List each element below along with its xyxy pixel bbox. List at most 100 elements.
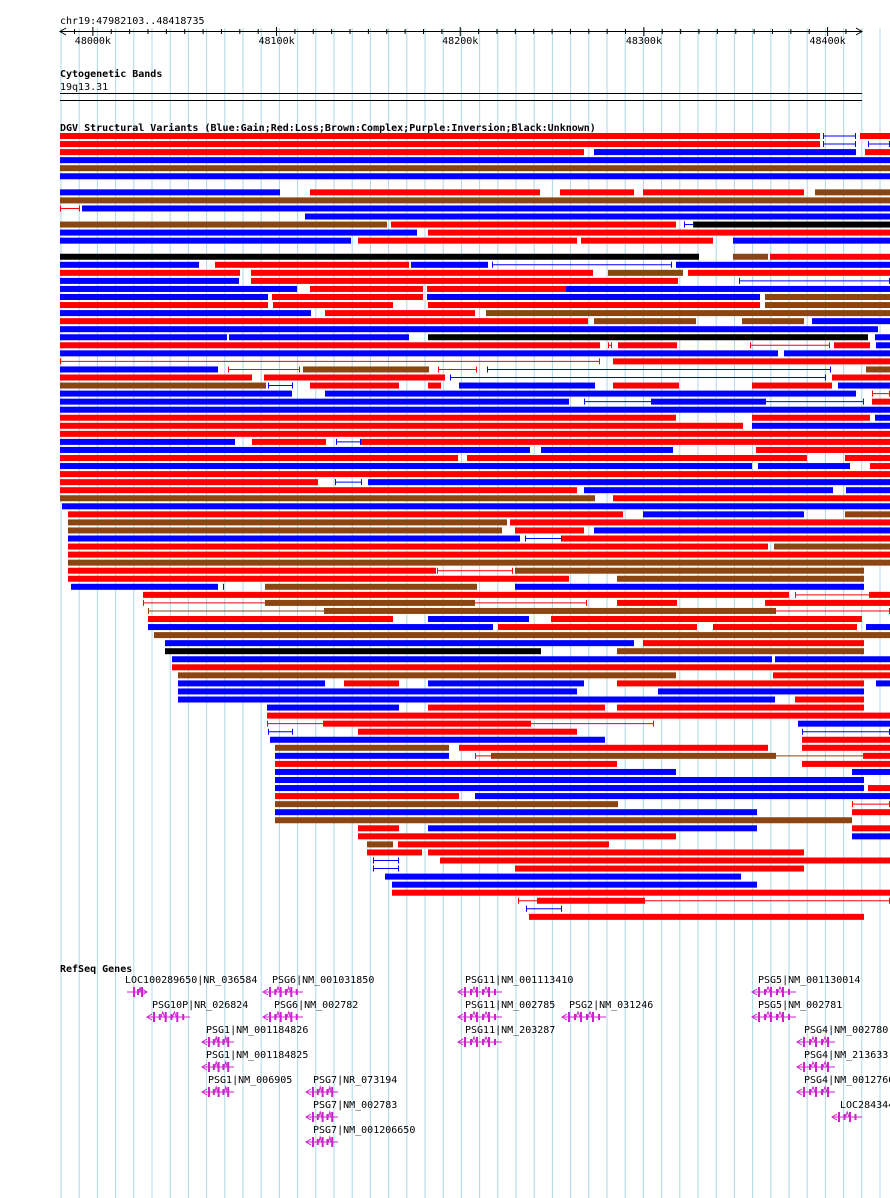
structural-variant-link[interactable] [475,752,492,759]
structural-variant-bar[interactable] [275,752,449,759]
structural-variant-bar[interactable] [428,334,868,341]
structural-variant-bar[interactable] [866,624,890,631]
structural-variant-bar[interactable] [275,785,864,792]
structural-variant-bar[interactable] [618,342,677,349]
structural-variant-bar[interactable] [852,809,890,816]
structural-variant-bar[interactable] [275,777,864,783]
structural-variant-bar[interactable] [62,503,890,510]
structural-variant-link[interactable] [487,366,831,373]
structural-variant-bar[interactable] [391,221,676,228]
structural-variant-bar[interactable] [652,398,765,405]
structural-variant-link[interactable] [868,141,890,148]
structural-variant-bar[interactable] [566,285,890,292]
structural-variant-bar[interactable] [617,704,864,711]
structural-variant-bar[interactable] [515,567,864,574]
structural-variant-bar[interactable] [594,318,696,325]
structural-variant-bar[interactable] [275,768,676,775]
structural-variant-bar[interactable] [658,688,864,695]
structural-variant-bar[interactable] [428,825,757,832]
structural-variant-bar[interactable] [798,720,890,727]
structural-variant-bar[interactable] [267,704,399,711]
gene-feature[interactable]: PSG1|NM_006905 [201,1075,292,1097]
structural-variant-bar[interactable] [613,358,890,365]
structural-variant-link[interactable] [775,752,864,759]
structural-variant-bar[interactable] [392,889,890,896]
structural-variant-bar[interactable] [475,793,890,800]
structural-variant-link[interactable] [750,342,830,349]
structural-variant-bar[interactable] [784,350,890,357]
structural-variant-link[interactable] [530,720,654,727]
structural-variant-bar[interactable] [733,237,890,244]
structural-variant-bar[interactable] [876,680,890,687]
structural-variant-bar[interactable] [428,849,804,856]
structural-variant-bar[interactable] [60,269,240,276]
structural-variant-bar[interactable] [368,479,890,486]
structural-variant-bar[interactable] [60,285,297,292]
structural-variant-bar[interactable] [251,277,678,284]
dgv-features[interactable] [60,133,890,920]
structural-variant-bar[interactable] [643,511,804,518]
structural-variant-bar[interactable] [860,133,890,139]
structural-variant-link[interactable] [373,857,399,864]
structural-variant-bar[interactable] [581,237,713,244]
structural-variant-bar[interactable] [305,213,890,220]
structural-variant-bar[interactable] [852,825,890,832]
structural-variant-bar[interactable] [676,261,890,268]
refseq-gene-features[interactable]: LOC100289650|NR_036584 PSG10P|NR_026824 PS… [125,975,890,1147]
structural-variant-bar[interactable] [774,543,890,550]
structural-variant-link[interactable] [268,728,293,735]
structural-variant-bar[interactable] [846,487,890,494]
structural-variant-bar[interactable] [427,294,760,300]
structural-variant-bar[interactable] [358,237,577,244]
structural-variant-link[interactable] [267,720,324,727]
structural-variant-bar[interactable] [538,897,644,904]
structural-variant-bar[interactable] [68,543,768,550]
structural-variant-bar[interactable] [864,752,890,759]
structural-variant-bar[interactable] [165,640,634,647]
structural-variant-bar[interactable] [870,591,888,598]
structural-variant-bar[interactable] [428,680,584,687]
gene-feature[interactable]: PSG7|NM_001206650 [305,1125,415,1147]
structural-variant-bar[interactable] [617,680,864,687]
structural-variant-bar[interactable] [172,656,772,663]
structural-variant-bar[interactable] [148,616,393,622]
structural-variant-bar[interactable] [834,342,870,349]
structural-variant-bar[interactable] [60,342,600,349]
structural-variant-bar[interactable] [60,253,699,260]
gene-feature[interactable]: PSG11|NM_001113410 [457,975,573,997]
structural-variant-bar[interactable] [60,221,387,228]
structural-variant-link[interactable] [823,133,856,139]
structural-variant-bar[interactable] [617,575,864,582]
structural-variant-bar[interactable] [613,382,679,389]
structural-variant-bar[interactable] [60,261,199,268]
structural-variant-bar[interactable] [60,149,584,156]
gene-feature[interactable]: PSG5|NM_001130014 [751,975,860,997]
structural-variant-link[interactable] [438,366,477,373]
structural-variant-bar[interactable] [733,253,768,260]
structural-variant-bar[interactable] [529,913,864,920]
structural-variant-bar[interactable] [865,149,890,156]
structural-variant-bar[interactable] [60,141,820,148]
structural-variant-link[interactable] [739,277,890,284]
structural-variant-bar[interactable] [756,446,890,453]
structural-variant-bar[interactable] [68,527,502,534]
structural-variant-bar[interactable] [178,672,676,679]
gene-feature[interactable]: PSG1|NM_001184826 [201,1025,308,1047]
structural-variant-bar[interactable] [60,334,227,341]
structural-variant-bar[interactable] [560,189,634,196]
structural-variant-bar[interactable] [838,382,890,389]
gene-feature[interactable]: PSG6|NM_002782 [262,1000,358,1022]
structural-variant-bar[interactable] [68,551,890,558]
structural-variant-bar[interactable] [60,471,890,478]
structural-variant-bar[interactable] [229,334,409,341]
structural-variant-link[interactable] [518,897,538,904]
structural-variant-bar[interactable] [868,785,890,792]
structural-variant-bar[interactable] [428,704,605,711]
structural-variant-bar[interactable] [515,527,584,534]
structural-variant-link[interactable] [684,221,694,228]
structural-variant-bar[interactable] [802,744,890,751]
gene-feature[interactable]: PSG4|NM_0012760 [796,1075,890,1097]
structural-variant-bar[interactable] [765,294,890,300]
structural-variant-link[interactable] [60,205,80,212]
structural-variant-bar[interactable] [60,229,417,236]
